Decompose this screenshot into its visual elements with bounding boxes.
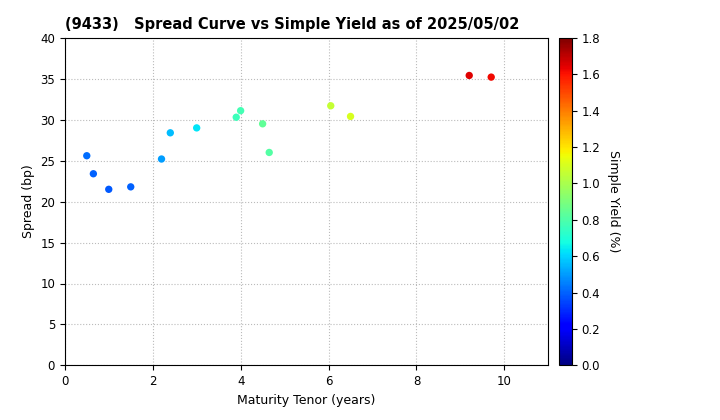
Point [485, 74, 497, 81]
Point [264, 149, 275, 156]
Point [103, 186, 114, 193]
Point [464, 72, 475, 79]
Point [81, 152, 93, 159]
Point [230, 114, 242, 121]
Point [257, 121, 269, 127]
Y-axis label: Simple Yield (%): Simple Yield (%) [607, 150, 620, 253]
Point [325, 102, 336, 109]
Point [156, 156, 167, 163]
Point [125, 184, 137, 190]
Point [191, 124, 202, 131]
X-axis label: Maturity Tenor (years): Maturity Tenor (years) [238, 394, 376, 407]
Y-axis label: Spread (bp): Spread (bp) [22, 165, 35, 239]
Point [165, 129, 176, 136]
Point [235, 108, 246, 114]
Point [345, 113, 356, 120]
Point [88, 171, 99, 177]
Text: (9433)   Spread Curve vs Simple Yield as of 2025/05/02: (9433) Spread Curve vs Simple Yield as o… [65, 18, 519, 32]
